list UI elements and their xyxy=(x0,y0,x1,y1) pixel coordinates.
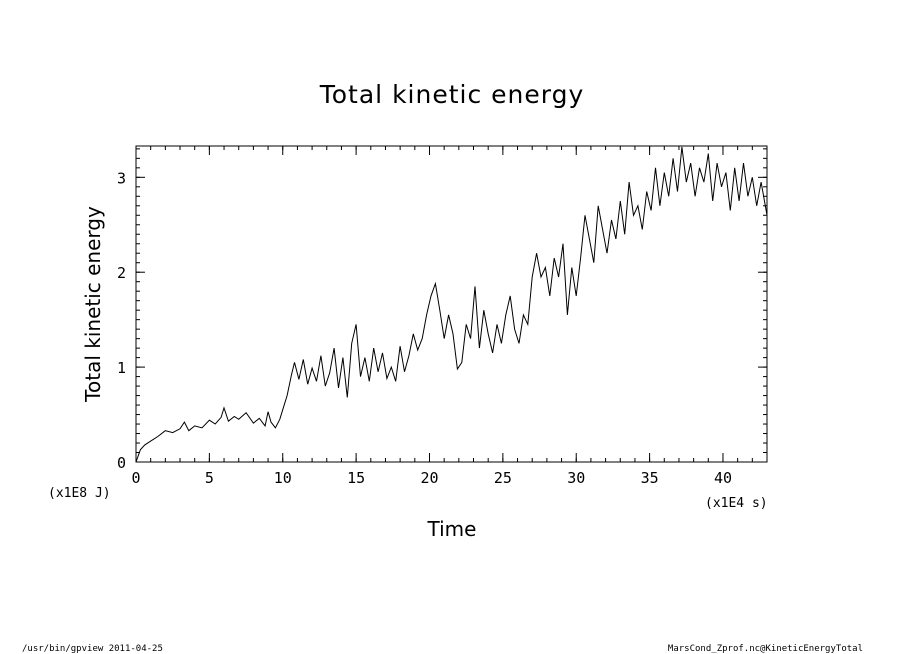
footer-right: MarsCond_Zprof.nc@KineticEnergyTotal xyxy=(668,644,863,654)
x-unit-label: (x1E4 s) xyxy=(705,496,768,511)
y-tick-label: 3 xyxy=(117,169,126,187)
x-tick-label: 30 xyxy=(567,469,585,487)
x-tick-label: 0 xyxy=(131,469,140,487)
major-ticks xyxy=(135,146,767,463)
y-axis-label: Total kinetic energy xyxy=(81,206,105,403)
x-tick-label: 15 xyxy=(347,469,365,487)
y-tick-label: 0 xyxy=(117,454,126,472)
minor-ticks xyxy=(135,146,768,463)
y-tick-labels: 0 1 2 3 xyxy=(117,169,126,472)
x-tick-label: 5 xyxy=(205,469,214,487)
x-tick-labels: 0 5 10 15 20 25 30 35 40 xyxy=(131,469,732,487)
x-axis-label: Time xyxy=(427,517,477,541)
x-tick-label: 35 xyxy=(641,469,659,487)
plot-frame xyxy=(135,145,768,463)
series-line xyxy=(135,146,768,463)
x-tick-label: 10 xyxy=(274,469,292,487)
x-tick-label: 20 xyxy=(420,469,438,487)
x-tick-label: 40 xyxy=(714,469,732,487)
footer-left: /usr/bin/gpview 2011-04-25 xyxy=(22,644,163,654)
y-tick-label: 2 xyxy=(117,264,126,282)
y-tick-label: 1 xyxy=(117,359,126,377)
y-unit-label: (x1E8 J) xyxy=(48,486,111,501)
chart-title: Total kinetic energy xyxy=(319,80,585,109)
x-tick-label: 25 xyxy=(494,469,512,487)
